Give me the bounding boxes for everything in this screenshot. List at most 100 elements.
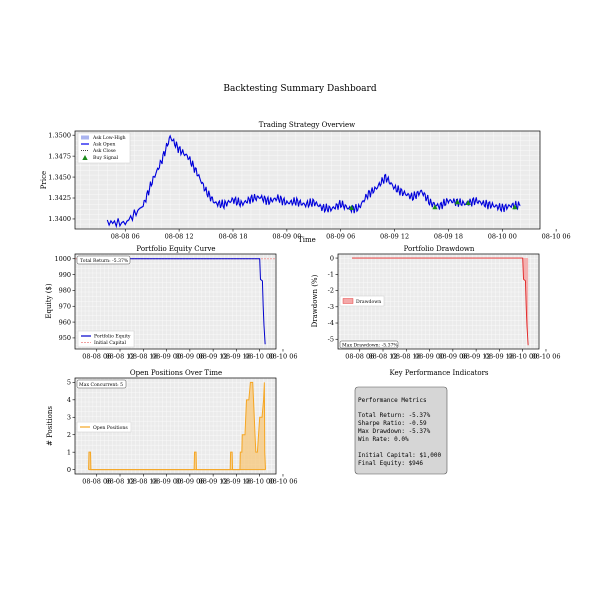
positions-annotation: Max Concurrent: 5 bbox=[79, 382, 123, 388]
x-tick-label: 08-09 18 bbox=[222, 353, 251, 361]
y-tick-label: 1.3475 bbox=[48, 152, 71, 160]
legend-label-open-positions: Open Positions bbox=[93, 425, 128, 431]
y-tick-label: 0 bbox=[67, 466, 71, 474]
equity-annotation-box bbox=[76, 255, 131, 265]
buy-signal-marker bbox=[348, 205, 355, 211]
drawdown-chart-title: Portfolio Drawdown bbox=[404, 245, 475, 253]
y-tick-label: 1.3400 bbox=[48, 215, 71, 223]
x-tick-label: 08-09 00 bbox=[272, 233, 301, 241]
positions-legend: Open Positions bbox=[76, 421, 132, 433]
positions-annotation-box bbox=[76, 379, 127, 389]
x-tick-label: 08-09 12 bbox=[199, 353, 228, 361]
x-tick-label: 08-08 18 bbox=[218, 233, 247, 241]
y-tick-label: 1.3425 bbox=[48, 194, 71, 202]
legend-label-portfolio-equity: Portfolio Equity bbox=[94, 334, 131, 340]
y-tick-label: 4 bbox=[67, 396, 71, 404]
kpi-box bbox=[354, 386, 448, 475]
x-tick-label: 08-09 18 bbox=[222, 478, 251, 486]
kpi-line: Initial Capital: $1,000 bbox=[358, 452, 441, 459]
drawdown-chart: Portfolio Drawdown 0-1-2-3-4-508-08 0608… bbox=[311, 245, 561, 361]
legend-label-ask-close: Ask Close bbox=[92, 148, 116, 154]
x-tick-label: 08-09 12 bbox=[380, 233, 409, 241]
drawdown-legend-box bbox=[339, 295, 385, 307]
x-tick-label: 08-08 06 bbox=[82, 353, 111, 361]
x-tick-label: 08-09 12 bbox=[462, 353, 491, 361]
equity-plot-frame bbox=[74, 253, 277, 350]
x-tick-label: 08-10 06 bbox=[268, 478, 297, 486]
drawdown-plot-frame bbox=[337, 253, 540, 350]
dashboard-title: Backtesting Summary Dashboard bbox=[223, 84, 376, 94]
equity-legend: Portfolio Equity Initial Capital bbox=[77, 330, 135, 348]
y-tick-label: 970 bbox=[59, 302, 71, 310]
buy-signal-marker bbox=[454, 199, 461, 205]
y-tick-label: 1.3450 bbox=[48, 173, 71, 181]
equity-legend-box bbox=[77, 330, 135, 348]
y-tick-label: 1 bbox=[67, 448, 71, 456]
x-tick-label: 08-10 00 bbox=[508, 353, 537, 361]
x-tick-label: 08-10 06 bbox=[531, 353, 560, 361]
legend-label-buy-signal: Buy Signal bbox=[93, 155, 119, 161]
x-tick-label: 08-09 00 bbox=[415, 353, 444, 361]
x-tick-label: 08-08 18 bbox=[129, 353, 158, 361]
x-tick-label: 08-10 06 bbox=[268, 353, 297, 361]
x-tick-label: 08-09 06 bbox=[175, 478, 204, 486]
price-ylabel: Price bbox=[40, 171, 48, 189]
positions-plot-frame bbox=[74, 377, 277, 475]
kpi-box-title: Performance Metrics bbox=[358, 397, 427, 404]
equity-chart: Portfolio Equity Curve 950 960 970 980 990 10… bbox=[45, 245, 298, 361]
x-tick-label: 08-09 06 bbox=[438, 353, 467, 361]
y-tick-label: -5 bbox=[328, 335, 334, 343]
y-tick-label: -2 bbox=[328, 287, 334, 295]
x-tick-label: 08-09 06 bbox=[326, 233, 355, 241]
kpi-line: Final Equity: $946 bbox=[358, 460, 423, 467]
drawdown-ylabel: Drawdown (%) bbox=[311, 274, 319, 327]
y-tick-label: 0 bbox=[330, 254, 334, 262]
x-tick-label: 08-10 06 bbox=[542, 233, 571, 241]
drawdown-legend: Drawdown bbox=[339, 295, 385, 307]
y-tick-label: 980 bbox=[59, 287, 71, 295]
x-tick-label: 08-09 12 bbox=[199, 478, 228, 486]
x-tick-label: 08-09 18 bbox=[434, 233, 463, 241]
price-plot-frame bbox=[74, 130, 541, 230]
y-tick-label: -3 bbox=[328, 303, 334, 311]
y-tick-label: 960 bbox=[59, 318, 71, 326]
positions-ylabel: # Positions bbox=[46, 406, 54, 446]
price-xlabel: Time bbox=[298, 236, 316, 244]
x-tick-label: 08-10 00 bbox=[488, 233, 517, 241]
x-tick-label: 08-08 12 bbox=[105, 478, 134, 486]
drawdown-annotation: Max Drawdown: -5.37% bbox=[342, 343, 398, 349]
kpi-line: Max Drawdown: -5.37% bbox=[358, 428, 431, 435]
x-tick-label: 08-09 06 bbox=[175, 353, 204, 361]
x-tick-label: 08-08 12 bbox=[105, 353, 134, 361]
x-tick-label: 08-08 06 bbox=[345, 353, 374, 361]
ask-open-line bbox=[106, 134, 521, 229]
y-tick-label: -1 bbox=[328, 270, 334, 278]
y-tick-label: 950 bbox=[59, 334, 71, 342]
legend-swatch-ask-low-high bbox=[81, 135, 89, 140]
x-tick-label: 08-08 12 bbox=[368, 353, 397, 361]
positions-legend-box bbox=[76, 421, 132, 433]
x-tick-label: 08-08 06 bbox=[111, 233, 140, 241]
positions-chart-title: Open Positions Over Time bbox=[130, 369, 222, 377]
kpi-panel: Key Performance Indicators Performance M… bbox=[354, 369, 489, 475]
y-tick-label: -4 bbox=[328, 319, 334, 327]
x-tick-label: 08-08 06 bbox=[82, 478, 111, 486]
y-tick-label: 1.3500 bbox=[48, 131, 71, 139]
y-tick-label: 990 bbox=[59, 271, 71, 279]
kpi-line: Total Return: -5.37% bbox=[358, 412, 431, 419]
x-tick-label: 08-08 18 bbox=[129, 478, 158, 486]
legend-label-drawdown: Drawdown bbox=[356, 299, 381, 305]
equity-chart-title: Portfolio Equity Curve bbox=[136, 245, 215, 253]
x-tick-label: 08-10 00 bbox=[245, 478, 274, 486]
open-positions-area bbox=[88, 382, 266, 470]
x-tick-label: 08-10 00 bbox=[245, 353, 274, 361]
x-tick-label: 08-09 18 bbox=[485, 353, 514, 361]
price-legend: Ask Low-High Ask Open Ask Close Buy Sign… bbox=[77, 132, 131, 164]
open-positions-line bbox=[88, 381, 267, 471]
kpi-line: Win Rate: 0.0% bbox=[358, 436, 409, 443]
legend-label-ask-open: Ask Open bbox=[92, 142, 115, 148]
price-chart-title: Trading Strategy Overview bbox=[259, 121, 355, 129]
y-tick-label: 5 bbox=[67, 379, 71, 387]
